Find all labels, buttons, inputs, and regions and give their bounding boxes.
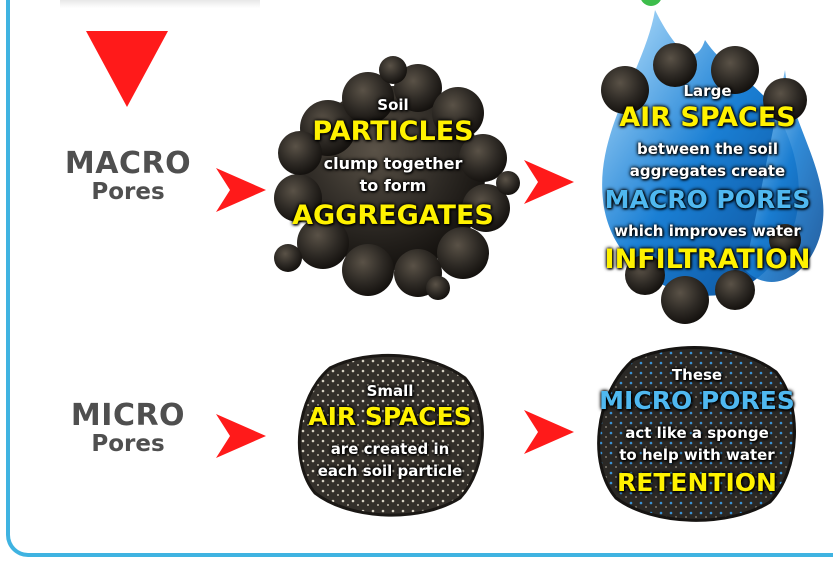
air-line7: INFILTRATION bbox=[604, 244, 811, 275]
wet-soil-particle bbox=[597, 346, 797, 522]
soil-particle bbox=[297, 353, 484, 517]
right-arrow-icon bbox=[524, 410, 574, 454]
small-air-line2: AIR SPACES bbox=[308, 402, 472, 431]
air-line2: AIR SPACES bbox=[619, 102, 796, 133]
micro-line5: RETENTION bbox=[617, 468, 777, 497]
macro-label-big: MACRO bbox=[64, 146, 192, 181]
micro-line2: MICRO PORES bbox=[599, 386, 795, 415]
micro-line3: act like a sponge bbox=[625, 424, 769, 442]
small-air-line3: are created in bbox=[330, 440, 450, 458]
air-line1: Large bbox=[683, 82, 732, 100]
micro-label-small: Pores bbox=[91, 430, 165, 457]
particles-line5: AGGREGATES bbox=[292, 200, 494, 231]
small-air-line1: Small bbox=[366, 382, 414, 400]
particles-line1: Soil bbox=[377, 96, 409, 114]
soil-aggregate-cluster bbox=[274, 56, 520, 300]
air-line4: aggregates create bbox=[629, 162, 786, 180]
micro-pores-label: MICRO Pores bbox=[48, 400, 208, 456]
particles-line4: to form bbox=[359, 176, 427, 195]
right-arrow-icon bbox=[216, 414, 266, 458]
down-arrow-icon bbox=[86, 31, 168, 107]
right-arrow-icon bbox=[524, 160, 574, 204]
top-fade-strip bbox=[60, 0, 260, 8]
green-circle-icon bbox=[640, 0, 662, 6]
air-line6: which improves water bbox=[614, 222, 801, 240]
macro-pores-label: MACRO Pores bbox=[48, 148, 208, 204]
air-line5: MACRO PORES bbox=[604, 185, 811, 214]
particles-line3: clump together bbox=[323, 154, 463, 173]
water-drop-aggregates bbox=[601, 10, 824, 324]
diagram-frame bbox=[6, 0, 833, 557]
small-air-line4: each soil particle bbox=[317, 462, 463, 480]
macro-label-small: Pores bbox=[91, 178, 165, 205]
right-arrow-icon bbox=[216, 168, 266, 212]
particles-line2: PARTICLES bbox=[312, 116, 474, 147]
micro-line1: These bbox=[671, 366, 723, 384]
micro-label-big: MICRO bbox=[70, 398, 186, 433]
air-line3: between the soil bbox=[637, 140, 778, 158]
micro-line4: to help with water bbox=[619, 446, 775, 464]
